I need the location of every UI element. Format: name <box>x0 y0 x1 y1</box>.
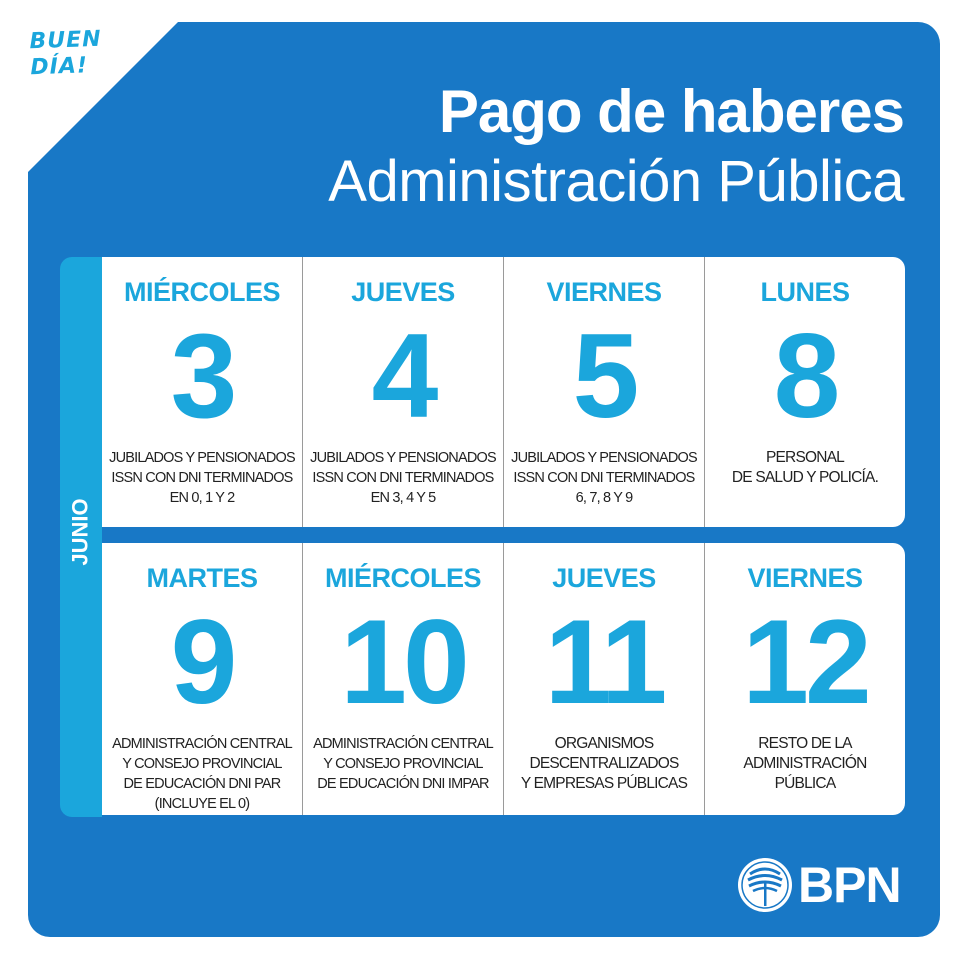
day-name: MIÉRCOLES <box>324 563 482 593</box>
day-name: MIÉRCOLES <box>123 277 281 307</box>
day-description: RESTO DE LA ADMINISTRACIÓN PÚBLICA <box>743 735 867 792</box>
page-title: Pago de haberes <box>438 78 905 145</box>
schedule-row-1: MIÉRCOLES 3 JUBILADOS Y PENSIONADOS ISSN … <box>102 257 905 527</box>
month-label: JUNIO <box>68 498 93 566</box>
araucaria-tree-icon <box>738 858 792 912</box>
day-name: VIERNES <box>747 563 863 593</box>
day-number: 9 <box>170 595 238 729</box>
day-number: 3 <box>170 309 238 443</box>
greeting-line-1: BUEN <box>29 26 103 55</box>
day-description: ADMINISTRACIÓN CENTRAL Y CONSEJO PROVINCI… <box>313 736 494 792</box>
day-description: JUBILADOS Y PENSIONADOS ISSN CON DNI TERM… <box>511 450 698 506</box>
schedule-cell: MIÉRCOLES 3 JUBILADOS Y PENSIONADOS ISSN … <box>102 257 302 527</box>
day-number: 8 <box>773 309 841 443</box>
schedule-cell: JUEVES 4 JUBILADOS Y PENSIONADOS ISSN CON… <box>302 257 503 527</box>
page-subtitle: Administración Pública <box>328 149 904 214</box>
day-description: PERSONAL DE SALUD Y POLICÍA. <box>731 449 879 486</box>
day-number: 4 <box>371 309 439 443</box>
day-name: JUEVES <box>552 563 656 593</box>
day-name: MARTES <box>146 563 259 593</box>
schedule-cell: VIERNES 5 JUBILADOS Y PENSIONADOS ISSN CO… <box>503 257 704 527</box>
schedule-row-2: MARTES 9 ADMINISTRACIÓN CENTRAL Y CONSEJO… <box>102 543 905 815</box>
day-name: VIERNES <box>546 277 662 307</box>
day-number: 11 <box>544 595 668 729</box>
day-number: 10 <box>340 595 469 729</box>
day-number: 12 <box>742 595 871 729</box>
day-description: JUBILADOS Y PENSIONADOS ISSN CON DNI TERM… <box>310 450 497 506</box>
day-number: 5 <box>572 309 640 443</box>
greeting-line-2: DÍA! <box>30 53 89 81</box>
greeting: BUEN DÍA! <box>29 27 103 81</box>
schedule-cell: MIÉRCOLES 10 ADMINISTRACIÓN CENTRAL Y CON… <box>302 543 503 815</box>
month-strip <box>60 257 102 817</box>
schedule-cell: LUNES 8 PERSONAL DE SALUD Y POLICÍA. <box>704 257 905 527</box>
logo-text: BPN <box>798 857 902 913</box>
day-description: ADMINISTRACIÓN CENTRAL Y CONSEJO PROVINCI… <box>112 736 293 812</box>
day-description: JUBILADOS Y PENSIONADOS ISSN CON DNI TERM… <box>109 450 296 506</box>
schedule-cell: MARTES 9 ADMINISTRACIÓN CENTRAL Y CONSEJO… <box>102 543 302 815</box>
day-name: JUEVES <box>351 277 455 307</box>
schedule-cell: VIERNES 12 RESTO DE LA ADMINISTRACIÓN PÚBL… <box>704 543 905 815</box>
bpn-logo: BPN <box>738 856 902 914</box>
day-name: LUNES <box>760 277 850 307</box>
day-description: ORGANISMOS DESCENTRALIZADOS Y EMPRESAS PÚB… <box>520 735 688 792</box>
schedule-cell: JUEVES 11 ORGANISMOS DESCENTRALIZADOS Y EM… <box>503 543 704 815</box>
